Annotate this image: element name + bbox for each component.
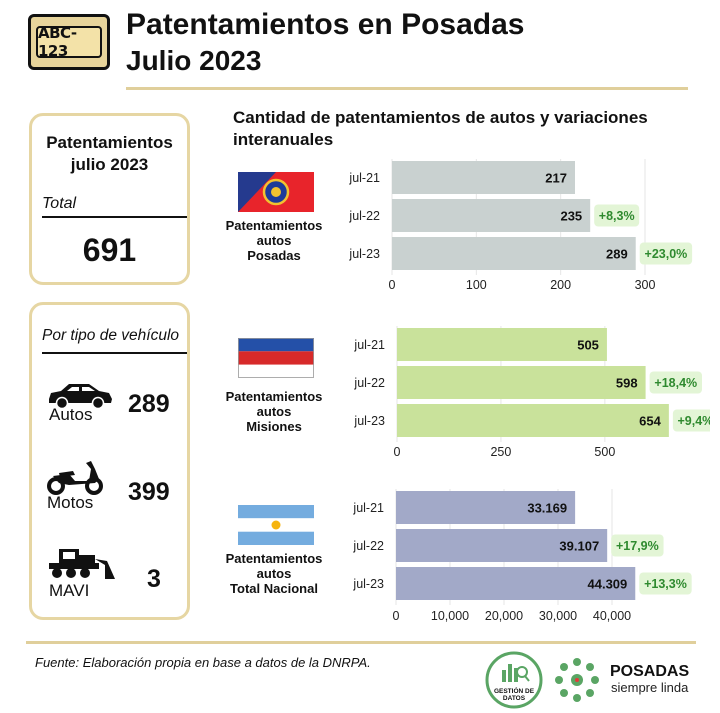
change-label: +13,3% (644, 577, 687, 591)
license-plate-text: ABC-123 (36, 24, 102, 60)
tick-label: 10,000 (431, 609, 469, 623)
category-label: jul-22 (348, 209, 380, 223)
mavi-label: MAVI (49, 581, 90, 600)
bar-value-label: 289 (606, 247, 628, 262)
argentina-flag-icon (238, 505, 314, 545)
bar (396, 491, 576, 524)
bar (397, 366, 646, 399)
region-label-line: Total Nacional (230, 581, 318, 596)
bar-value-label: 505 (577, 338, 599, 353)
region-label-line: Posadas (247, 248, 301, 263)
misiones-flag-icon (238, 338, 314, 378)
bar-value-label: 44.309 (588, 577, 628, 592)
category-label: jul-21 (348, 171, 380, 185)
vehicle-type-card: Por tipo de vehículo Autos 289 Motos 399… (29, 302, 190, 620)
bar-value-label: 235 (560, 209, 582, 224)
summary-card: Patentamientos julio 2023 Total 691 (29, 113, 190, 285)
source-note: Fuente: Elaboración propia en base a dat… (35, 655, 371, 670)
total-divider (42, 216, 187, 218)
gestion-datos-logo (485, 651, 543, 709)
autos-value: 289 (128, 390, 170, 418)
category-label: jul-22 (352, 539, 384, 553)
category-label: jul-23 (352, 577, 384, 591)
bar-value-label: 217 (545, 171, 567, 186)
bulldozer-icon (49, 549, 115, 579)
car-icon (49, 384, 112, 409)
category-label: jul-22 (353, 376, 385, 390)
change-badge (649, 371, 702, 394)
change-label: +23,0% (645, 247, 688, 261)
category-label: jul-23 (353, 414, 385, 428)
brand-name: POSADAS (610, 663, 690, 680)
bar-value-label: 39.107 (559, 539, 599, 554)
bar (392, 161, 576, 194)
tick-label: 20,000 (485, 609, 523, 623)
bar (397, 328, 607, 361)
tick-label: 100 (466, 278, 487, 292)
total-label: Total (42, 195, 77, 212)
category-label: jul-21 (352, 501, 384, 515)
category-label: jul-21 (353, 338, 385, 352)
bar (396, 529, 608, 562)
bar-value-label: 654 (639, 414, 661, 429)
change-badge (611, 534, 664, 557)
brand-tagline: siempre linda (611, 680, 689, 695)
motos-label: Motos (47, 493, 94, 512)
change-badge (594, 204, 640, 227)
region-label-nacional: Patentamientos autos Total Nacional (209, 551, 339, 596)
bar (392, 237, 636, 270)
change-badge (672, 409, 710, 432)
bar-value-label: 598 (616, 376, 638, 391)
region-label-posadas: Patentamientos autos Posadas (209, 218, 339, 263)
chart-nacional: 0 10,000 20,000 30,000 40,000 jul-21 33.169 jul… (352, 489, 692, 623)
region-label-line: Patentamientos (225, 389, 323, 404)
tick-label: 0 (394, 445, 401, 459)
mavi-value: 3 (147, 565, 161, 593)
total-value: 691 (82, 232, 137, 268)
page-subtitle: Julio 2023 (126, 45, 262, 76)
bar (397, 404, 669, 437)
tick-label: 40,000 (593, 609, 631, 623)
tick-label: 0 (389, 278, 396, 292)
change-label: +8,3% (599, 209, 635, 223)
change-badge (639, 572, 692, 595)
posadas-flower-logo (555, 658, 599, 702)
vehicle-type-divider (42, 352, 187, 354)
gestion-datos-text: GESTIÓN DE DATOS (493, 688, 535, 702)
change-label: +18,4% (654, 376, 697, 390)
footer-divider (26, 641, 696, 644)
tick-label: 30,000 (539, 609, 577, 623)
bar (396, 567, 636, 600)
region-label-line: Patentamientos (225, 218, 323, 233)
region-label-line: Misiones (246, 419, 302, 434)
tick-label: 500 (594, 445, 615, 459)
change-label: +9,4% (677, 414, 710, 428)
motorcycle-icon (47, 461, 103, 495)
autos-label: Autos (49, 405, 93, 424)
chart-title: Cantidad de patentamientos de autos y va… (233, 108, 648, 149)
change-label: +17,9% (616, 539, 659, 553)
region-label-misiones: Patentamientos autos Misiones (209, 389, 339, 434)
region-label-line: autos (256, 566, 292, 581)
tick-label: 300 (635, 278, 656, 292)
change-badge (639, 242, 693, 265)
tick-label: 250 (490, 445, 511, 459)
bar (392, 199, 591, 232)
region-label-line: autos (256, 233, 292, 248)
summary-title: Patentamientos julio 2023 (46, 133, 173, 174)
chart-posadas: 0 100 200 300 jul-21 217 jul-22 235 +8,3% jul-23 2… (348, 159, 693, 292)
page-title: Patentamientos en Posadas (126, 8, 525, 41)
posadas-flag-icon (238, 172, 314, 212)
chart-misiones: 0 250 500 jul-21 505 jul-22 598 +18,4% jul-23 654… (353, 326, 710, 459)
tick-label: 200 (550, 278, 571, 292)
motos-value: 399 (128, 478, 170, 506)
vehicle-type-title: Por tipo de vehículo (42, 327, 180, 344)
tick-label: 0 (393, 609, 400, 623)
region-label-line: Patentamientos (225, 551, 323, 566)
region-label-line: autos (256, 404, 292, 419)
license-plate-icon: ABC-123 (28, 14, 110, 70)
bar-value-label: 33.169 (527, 501, 567, 516)
header-divider (126, 87, 688, 90)
category-label: jul-23 (348, 247, 380, 261)
